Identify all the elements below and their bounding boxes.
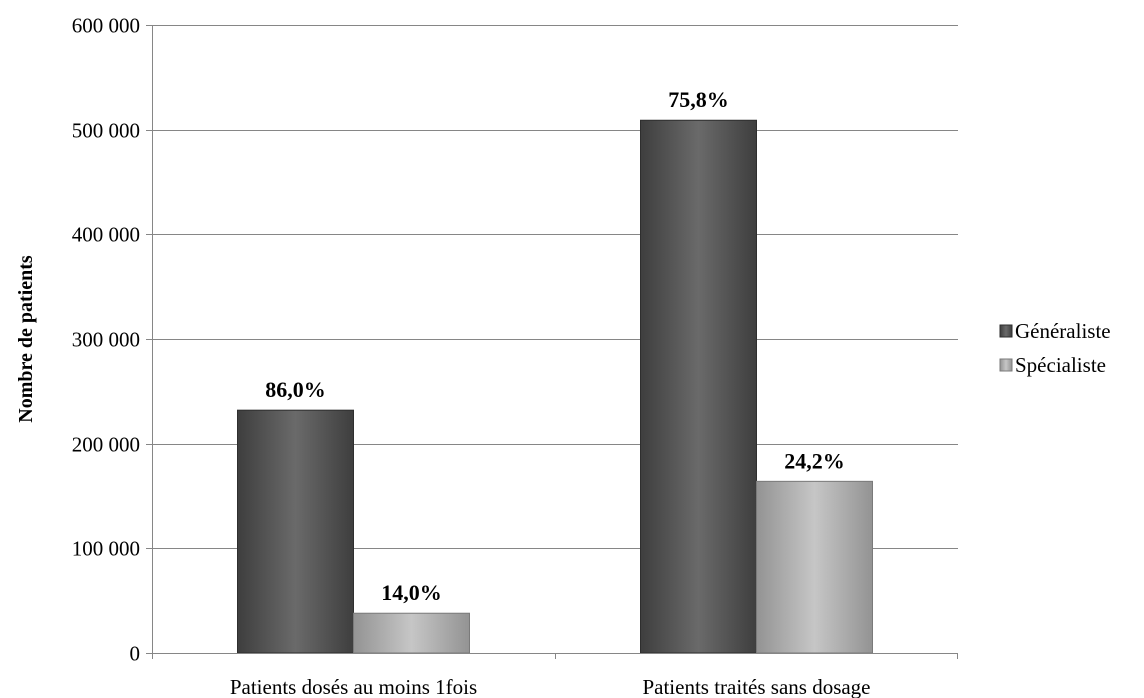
y-tick-label: 0 xyxy=(130,642,141,666)
bar-sp-cialiste-0 xyxy=(353,612,470,654)
y-tick-label: 600 000 xyxy=(72,14,140,38)
bar-g-n-raliste-0 xyxy=(237,409,354,654)
y-tick-label: 500 000 xyxy=(72,119,140,143)
legend-entry: Généraliste xyxy=(1015,319,1111,343)
x-tick-label: Patients traités sans dosage xyxy=(642,675,870,698)
bar-sp-cialiste-1 xyxy=(756,480,873,654)
x-tick-label: Patients dosés au moins 1fois xyxy=(230,675,477,698)
legend-swatch xyxy=(999,358,1013,372)
data-label: 14,0% xyxy=(381,580,442,605)
data-labels: 86,0% 14,0% 75,8% 24,2% xyxy=(265,87,845,605)
y-tick-label: 200 000 xyxy=(72,433,140,457)
y-tick-label: 100 000 xyxy=(72,537,140,561)
data-label: 75,8% xyxy=(668,87,729,112)
data-label: 24,2% xyxy=(784,448,845,473)
legend-entry: Spécialiste xyxy=(1015,353,1106,377)
bar-g-n-raliste-1 xyxy=(640,119,757,654)
axes: 0 100 000 200 000 300 000 400 000 500 000 600 … xyxy=(72,14,958,698)
y-tick-label: 400 000 xyxy=(72,223,140,247)
legend: Généraliste Spécialiste xyxy=(999,319,1111,377)
data-label: 86,0% xyxy=(265,377,326,402)
bars xyxy=(237,119,873,654)
legend-swatch xyxy=(999,324,1013,338)
y-axis-title: Nombre de patients xyxy=(15,255,37,423)
y-tick-label: 300 000 xyxy=(72,328,140,352)
